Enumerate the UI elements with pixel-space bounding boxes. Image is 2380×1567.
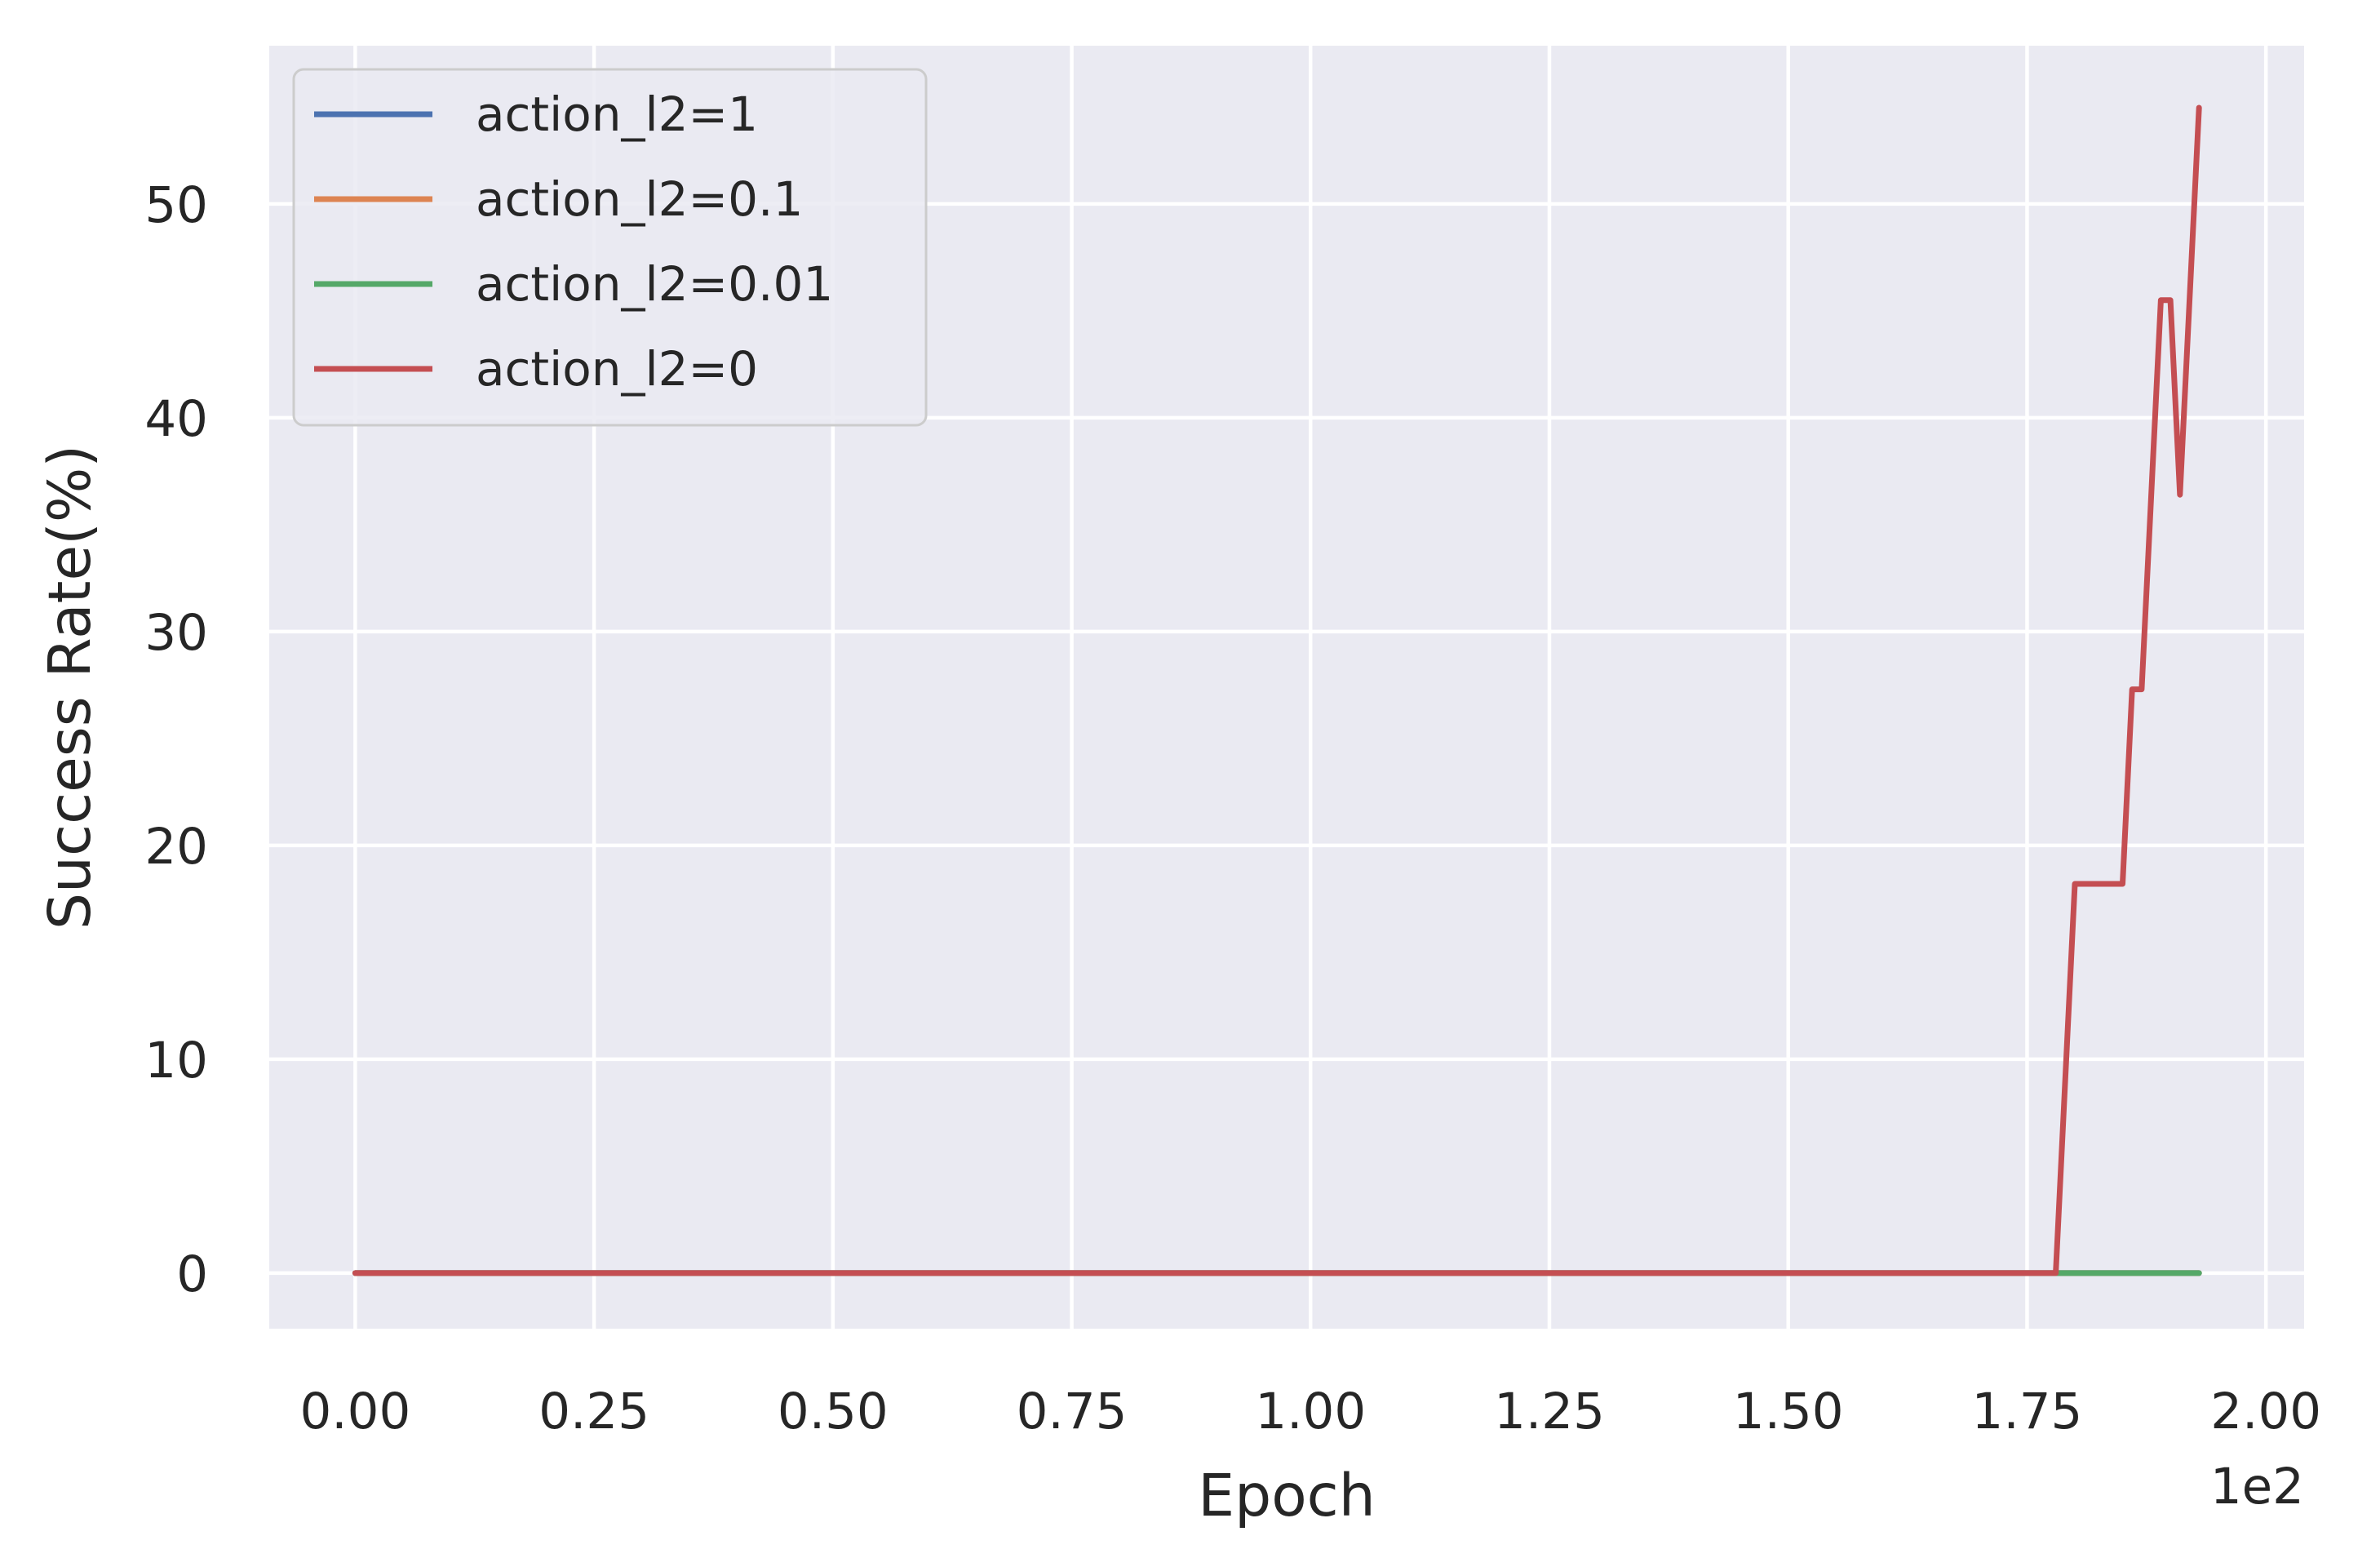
legend-label: action_l2=1 (476, 87, 758, 142)
series-lines (352, 104, 2202, 1276)
y-tick-label: 40 (144, 390, 208, 448)
y-tick-label: 10 (144, 1032, 208, 1090)
y-tick-label: 30 (144, 604, 208, 662)
y-tick-label: 0 (176, 1245, 208, 1303)
legend-box (292, 68, 928, 427)
x-tick-label: 1.25 (1494, 1383, 1605, 1440)
x-tick-label: 0.00 (299, 1383, 410, 1440)
y-tick-label: 50 (144, 176, 208, 234)
x-tick-label: 1.75 (1972, 1383, 2083, 1440)
y-axis-label: Success Rate(%) (36, 445, 104, 930)
legend-label: action_l2=0.01 (476, 256, 833, 312)
x-tick-label: 1.00 (1255, 1383, 1366, 1440)
x-tick-labels: 0.00 0.25 0.50 0.75 1.00 1.25 1.50 1.75 2.00 (299, 1383, 2321, 1440)
x-tick-label: 1.50 (1733, 1383, 1844, 1440)
x-tick-label: 0.25 (538, 1383, 649, 1440)
x-axis-label: Epoch (1198, 1462, 1375, 1529)
y-tick-label: 20 (144, 818, 208, 876)
series-line-3 (352, 104, 2202, 1276)
legend-label: action_l2=0.1 (476, 171, 803, 227)
x-tick-label: 0.50 (778, 1383, 889, 1440)
x-tick-label: 2.00 (2210, 1383, 2321, 1440)
legend: action_l2=1 action_l2=0.1 action_l2=0.01ac… (292, 68, 928, 427)
legend-label: action_l2=0 (476, 341, 758, 397)
y-tick-labels: 0 10 20 30 40 50 (144, 176, 208, 1303)
x-offset-text: 1e2 (2210, 1458, 2304, 1516)
x-tick-label: 0.75 (1017, 1383, 1128, 1440)
